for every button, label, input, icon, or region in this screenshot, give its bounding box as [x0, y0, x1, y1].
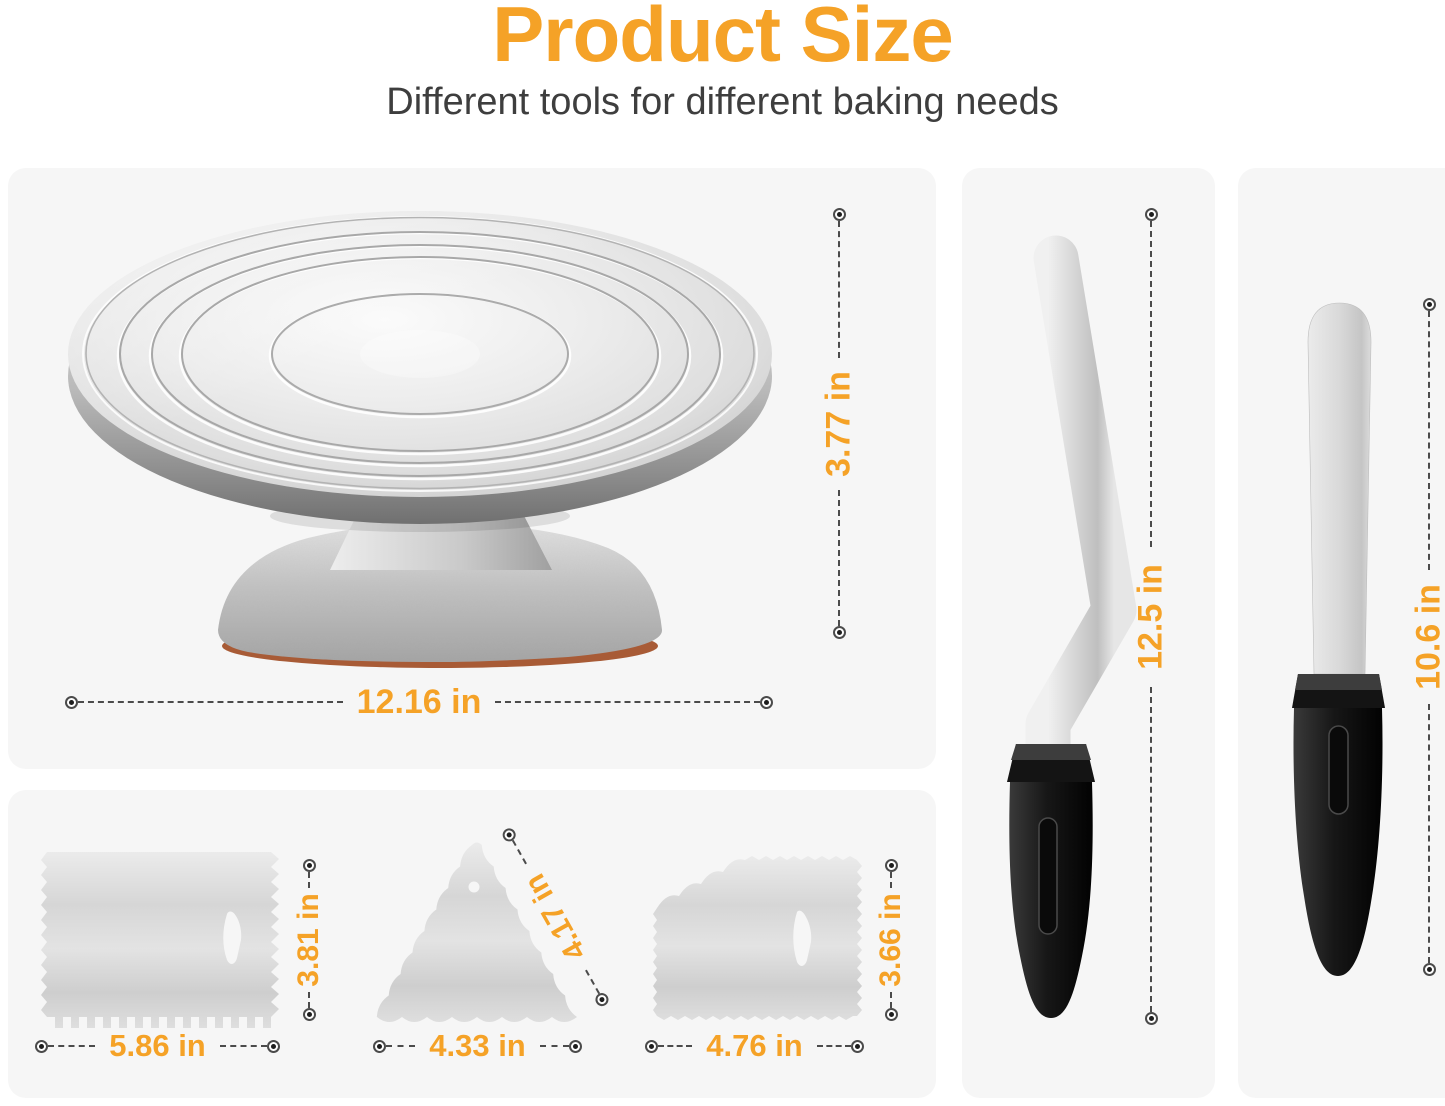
dimension-endpoint-icon — [267, 1039, 280, 1053]
dimension-endpoint-icon — [1144, 208, 1158, 221]
dimension-endpoint-icon — [302, 859, 316, 872]
rect-scraper-height-label: 3.81 in — [292, 893, 325, 987]
turntable-height-dimension: 3.77 in — [819, 208, 858, 639]
dimension-endpoint-icon — [645, 1039, 658, 1053]
cake-turntable-image — [68, 211, 772, 668]
dimension-endpoint-icon — [884, 859, 898, 872]
rect-scraper-width-dimension: 5.86 in — [35, 1026, 280, 1066]
rect-scraper-height-dimension: 3.81 in — [291, 859, 327, 1021]
dimension-endpoint-icon — [851, 1039, 864, 1053]
dimension-endpoint-icon — [1144, 1012, 1158, 1025]
dimension-endpoint-icon — [373, 1039, 386, 1053]
scrapers-image — [41, 842, 862, 1028]
triangle-scraper-base-label: 4.33 in — [429, 1028, 526, 1063]
dimension-endpoint-icon — [1422, 963, 1436, 976]
rectangle-scraper-handle-hole — [223, 911, 242, 964]
straight-spatula-length-label: 10.6 in — [1409, 584, 1445, 690]
straight-spatula-card: 10.6 in — [1238, 168, 1445, 1098]
straight-spatula-blade — [1307, 302, 1372, 675]
turntable-card: 3.77 in 12.16 in — [8, 168, 936, 769]
straight-spatula-length-dimension: 10.6 in — [1409, 298, 1445, 976]
dimension-endpoint-icon — [65, 695, 78, 709]
turntable-diameter-dimension: 12.16 in — [65, 682, 773, 722]
page-title: Product Size — [492, 0, 953, 78]
offset-spatula-card: 12.5 in — [962, 168, 1215, 1098]
offset-spatula-length-dimension: 12.5 in — [1131, 208, 1170, 1025]
dimension-endpoint-icon — [760, 695, 773, 709]
offset-spatula-length-label: 12.5 in — [1131, 563, 1170, 670]
triangle-scraper — [376, 842, 577, 1022]
trapezoid-scraper-width-dimension: 4.76 in — [645, 1026, 864, 1066]
dimension-endpoint-icon — [884, 1008, 898, 1021]
scrapers-card: 5.86 in 3.81 in 4.17 in 4.33 in — [8, 790, 936, 1098]
page-subtitle: Different tools for different baking nee… — [386, 80, 1059, 123]
straight-spatula-image — [1292, 302, 1385, 976]
dimension-endpoint-icon — [832, 208, 846, 221]
dimension-endpoint-icon — [1422, 298, 1436, 311]
offset-spatula-blade — [1025, 235, 1137, 783]
turntable-neck — [330, 508, 552, 570]
straight-spatula-handle-slot — [1328, 725, 1349, 815]
dimension-endpoint-icon — [832, 626, 846, 639]
triangle-scraper-base-dimension: 4.33 in — [373, 1026, 582, 1066]
offset-spatula-image — [1007, 235, 1137, 1018]
offset-spatula-handle-slot — [1038, 817, 1058, 935]
trapezoid-scraper-width-label: 4.76 in — [706, 1028, 803, 1063]
dimension-endpoint-icon — [35, 1039, 48, 1053]
rect-scraper-width-label: 5.86 in — [109, 1028, 206, 1063]
dimension-endpoint-icon — [569, 1039, 582, 1053]
turntable-diameter-label: 12.16 in — [356, 682, 482, 721]
trapezoid-comb-scraper — [653, 856, 862, 1020]
straight-spatula-handle — [1293, 708, 1383, 976]
trapezoid-scraper-height-label: 3.66 in — [874, 893, 907, 987]
triangle-scraper-hanging-hole — [468, 881, 480, 893]
turntable-height-label: 3.77 in — [819, 370, 858, 477]
dimension-endpoint-icon — [302, 1008, 316, 1021]
header: Product Size Different tools for differe… — [0, 0, 1445, 124]
rectangle-comb-scraper — [41, 852, 279, 1028]
trapezoid-scraper-height-dimension: 3.66 in — [873, 859, 909, 1021]
trapezoid-scraper-handle-hole — [793, 910, 812, 966]
